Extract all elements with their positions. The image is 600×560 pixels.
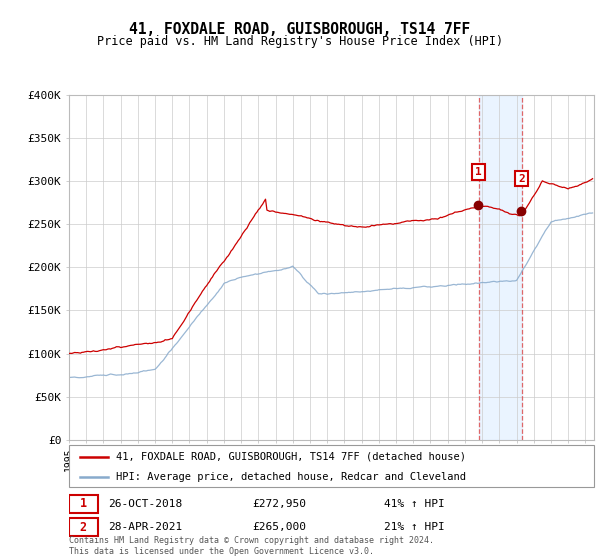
Text: 41, FOXDALE ROAD, GUISBOROUGH, TS14 7FF: 41, FOXDALE ROAD, GUISBOROUGH, TS14 7FF bbox=[130, 22, 470, 38]
Text: £265,000: £265,000 bbox=[253, 522, 307, 532]
Text: 1: 1 bbox=[475, 167, 482, 177]
Text: 2: 2 bbox=[80, 521, 87, 534]
Text: HPI: Average price, detached house, Redcar and Cleveland: HPI: Average price, detached house, Redc… bbox=[116, 472, 466, 482]
Text: 41% ↑ HPI: 41% ↑ HPI bbox=[384, 499, 445, 509]
Text: Contains HM Land Registry data © Crown copyright and database right 2024.
This d: Contains HM Land Registry data © Crown c… bbox=[69, 536, 434, 556]
Text: Price paid vs. HM Land Registry's House Price Index (HPI): Price paid vs. HM Land Registry's House … bbox=[97, 35, 503, 48]
Text: 1: 1 bbox=[80, 497, 87, 510]
Text: £272,950: £272,950 bbox=[253, 499, 307, 509]
Text: 26-OCT-2018: 26-OCT-2018 bbox=[109, 499, 182, 509]
Text: 21% ↑ HPI: 21% ↑ HPI bbox=[384, 522, 445, 532]
FancyBboxPatch shape bbox=[69, 445, 594, 487]
FancyBboxPatch shape bbox=[69, 494, 98, 514]
FancyBboxPatch shape bbox=[69, 518, 98, 536]
Text: 28-APR-2021: 28-APR-2021 bbox=[109, 522, 182, 532]
Text: 2: 2 bbox=[518, 174, 525, 184]
Bar bbox=[479, 95, 521, 440]
Text: 41, FOXDALE ROAD, GUISBOROUGH, TS14 7FF (detached house): 41, FOXDALE ROAD, GUISBOROUGH, TS14 7FF … bbox=[116, 452, 466, 462]
